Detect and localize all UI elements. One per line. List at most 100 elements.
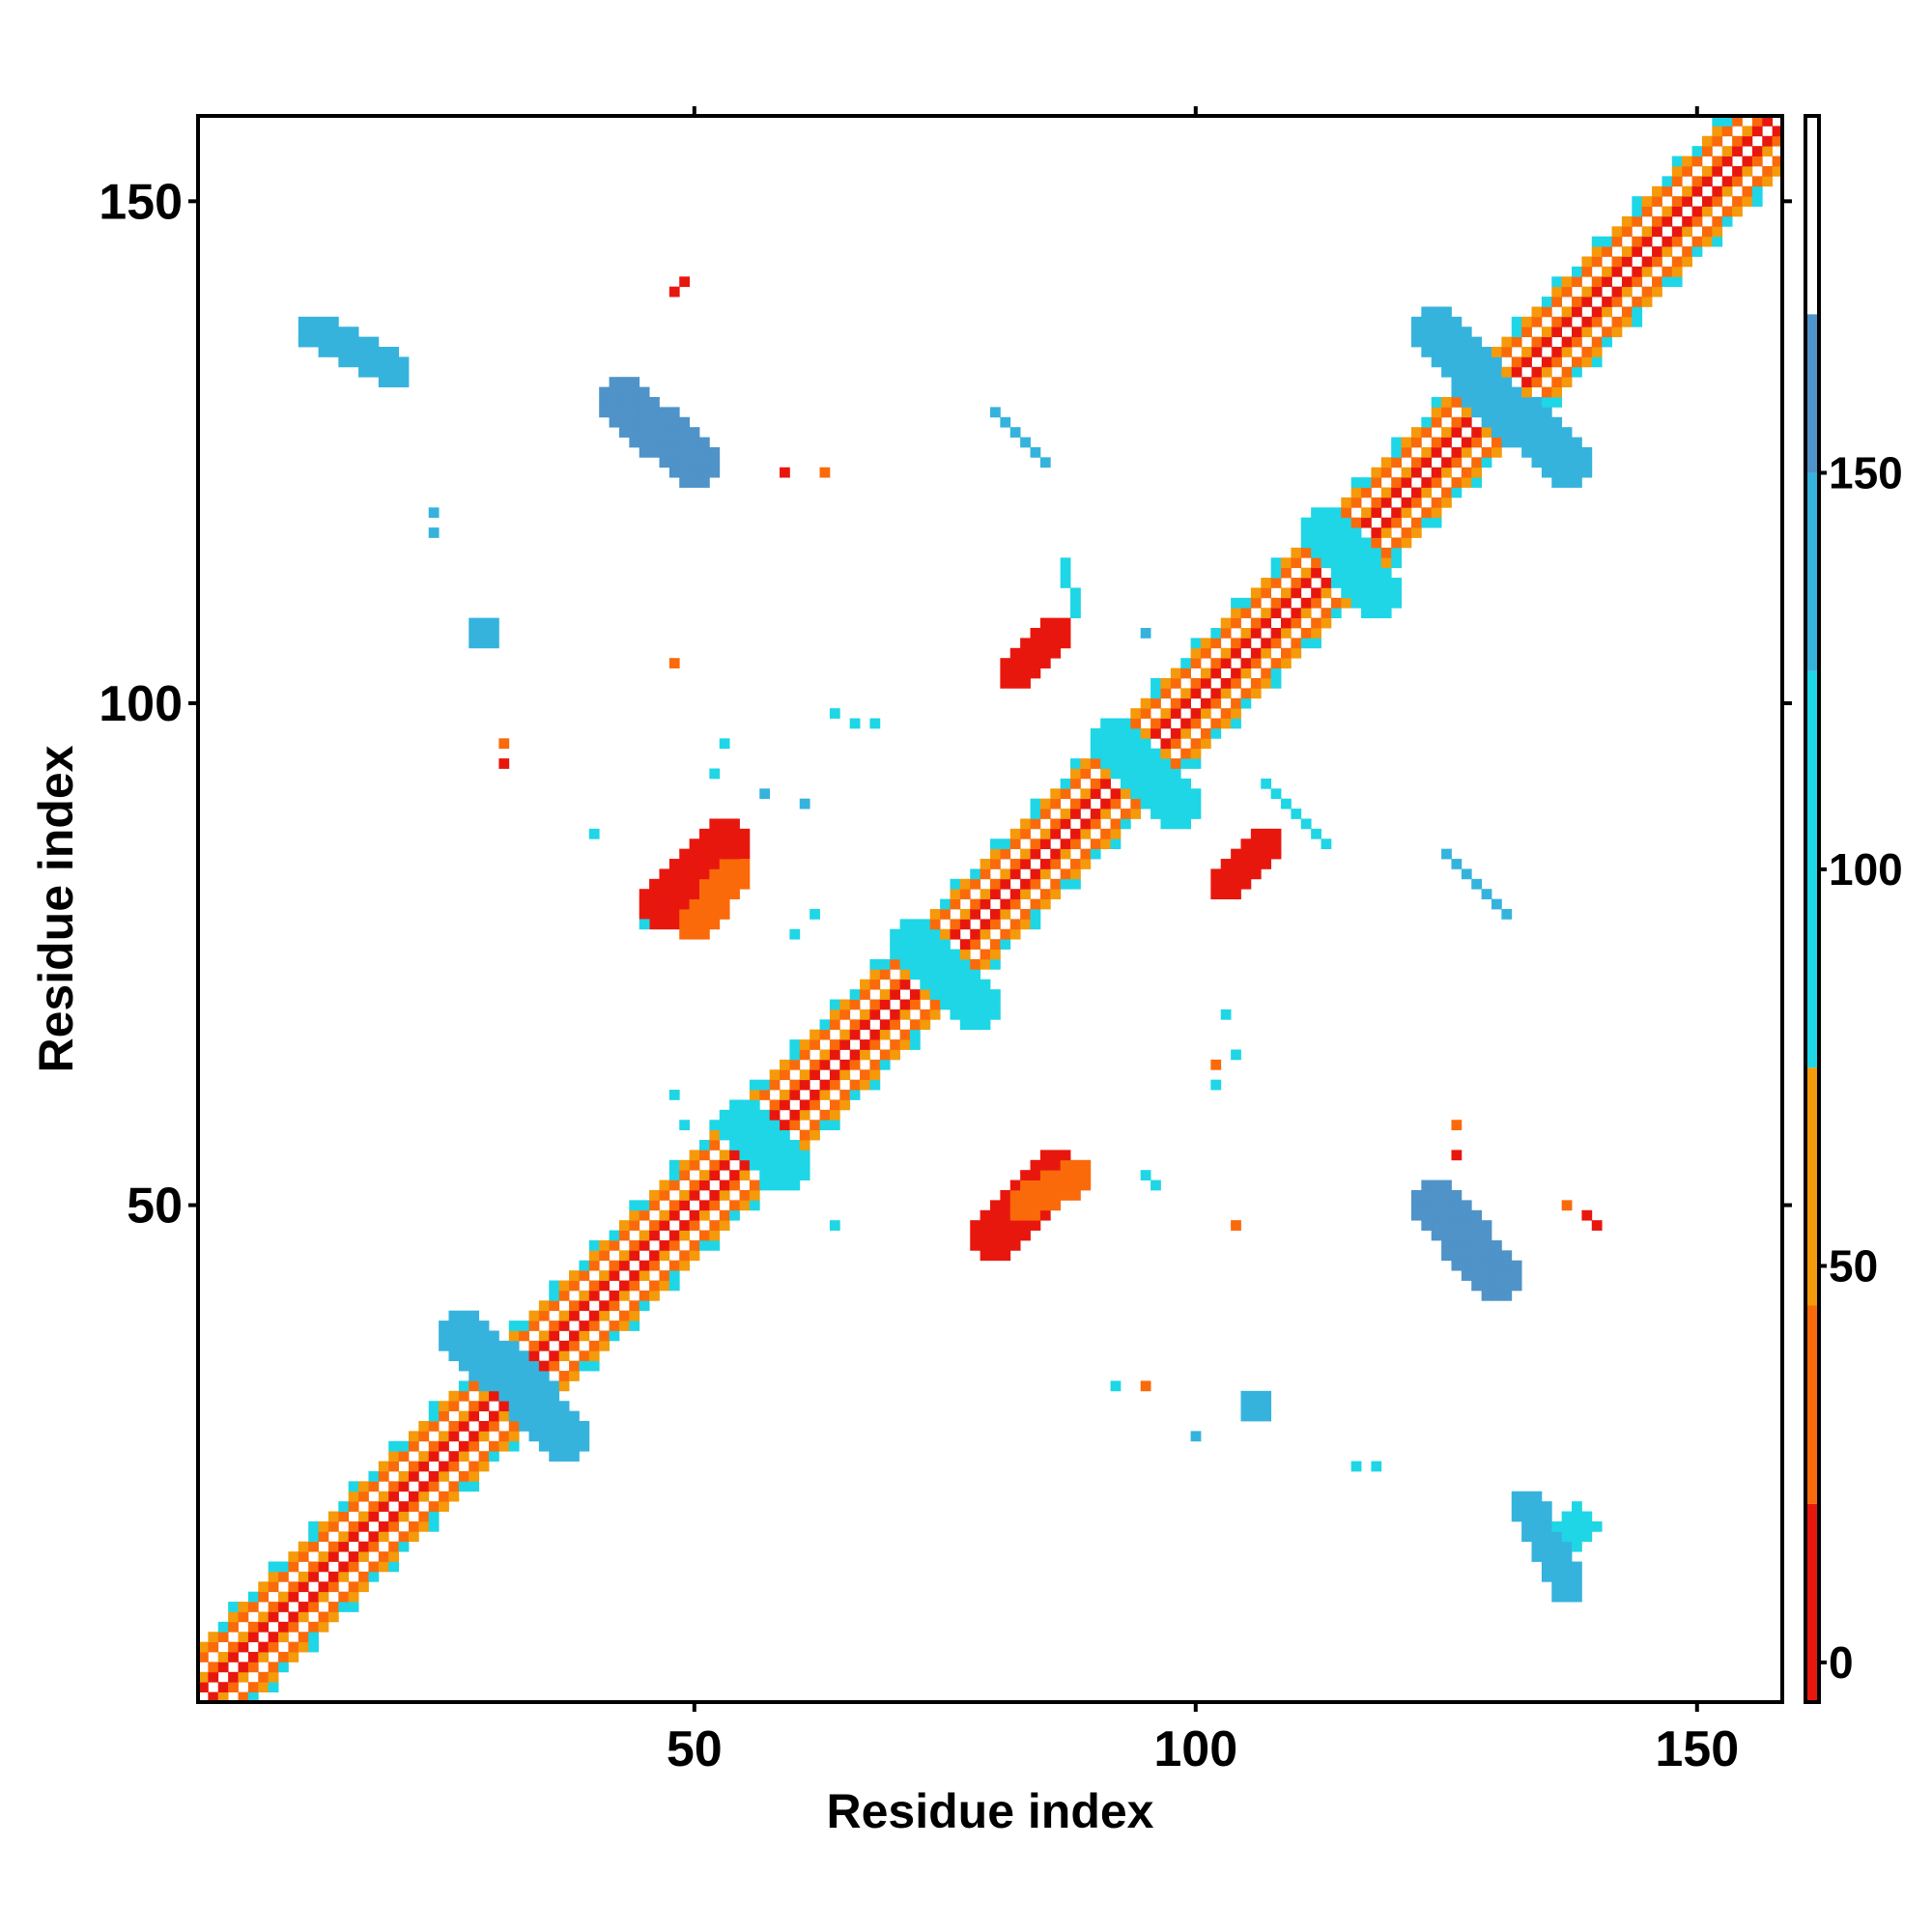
heatmap-cell [668,898,680,910]
heatmap-cell [950,949,961,960]
heatmap-cell [1291,557,1302,569]
heatmap-cell [1461,396,1472,408]
heatmap-cell [990,1209,1001,1221]
heatmap-cell [1240,859,1252,869]
heatmap-cell [639,446,650,458]
heatmap-cell [1421,507,1433,519]
heatmap-cell [1220,708,1232,719]
heatmap-cell [1160,809,1172,819]
heatmap-cell [1200,647,1211,659]
heatmap-cell [659,1239,670,1251]
heatmap-cell [489,1360,499,1372]
heatmap-cell [1632,316,1643,327]
heatmap-cell [899,1039,911,1050]
heatmap-cell [1521,446,1532,458]
heatmap-cell [1190,738,1202,750]
heatmap-cell [1160,688,1172,699]
heatmap-cell [1772,135,1783,147]
heatmap-cell [709,889,721,900]
heatmap-cell [1190,718,1202,729]
heatmap-cell [308,1602,319,1612]
heatmap-cell [1572,1571,1582,1582]
heatmap-cell [579,1431,590,1442]
heatmap-cell [639,1270,650,1281]
heatmap-cell [1521,407,1532,418]
heatmap-cell [1461,1200,1472,1211]
heatmap-cell [478,1401,490,1412]
heatmap-cell [1261,848,1272,860]
heatmap-cell [478,1431,490,1442]
heatmap-cell [1511,1501,1522,1512]
heatmap-cell [719,1179,730,1191]
heatmap-cell [1009,677,1021,689]
heatmap-cell [1070,878,1081,890]
heatmap-cell [819,1049,831,1061]
heatmap-cell [1461,416,1472,428]
heatmap-cell [689,838,700,850]
heatmap-cell [959,889,971,900]
heatmap-cell [1602,306,1612,318]
heatmap-cell [990,949,1001,960]
heatmap-cell [327,1581,339,1593]
heatmap-cell [498,1410,510,1422]
heatmap-cell [679,909,691,920]
heatmap-cell [1632,206,1643,217]
heatmap-cell [1662,185,1673,197]
heatmap-cell [1380,587,1392,599]
heatmap-cell [1451,1209,1463,1221]
heatmap-cell [198,1641,209,1653]
heatmap-cell [729,818,740,830]
heatmap-cell [1000,838,1011,850]
heatmap-cell [519,1360,529,1372]
heatmap-cell [980,1250,991,1262]
heatmap-cell [629,1300,640,1312]
heatmap-cell [1110,828,1122,839]
heatmap-cell [689,1209,700,1221]
heatmap-cell [689,1179,700,1191]
heatmap-cell [1671,196,1683,207]
heatmap-cell [558,1310,570,1321]
heatmap-cell [649,1200,660,1211]
heatmap-cell [668,889,680,900]
heatmap-cell [1100,768,1111,780]
heatmap-cell [1039,828,1051,839]
heatmap-cell [1401,497,1412,508]
heatmap-cell [338,356,350,368]
heatmap-cell [1140,748,1151,759]
heatmap-cell [1441,1200,1452,1211]
heatmap-cell [1551,1581,1563,1593]
heatmap-cell [1541,306,1552,318]
heatmap-cell [1662,215,1673,227]
heatmap-cell [538,1330,550,1342]
heatmap-cell [327,1571,339,1582]
heatmap-cell [1521,347,1532,357]
heatmap-cell [1632,236,1643,247]
heatmap-cell [1531,306,1543,318]
heatmap-cell [679,928,691,940]
heatmap-cell [1250,859,1262,869]
heatmap-cell [388,1461,399,1472]
heatmap-cell [909,989,921,1000]
heatmap-cell [1572,1581,1582,1593]
heatmap-cell [458,1390,469,1402]
heatmap-cell [599,1300,610,1312]
heatmap-cell [1541,1520,1552,1532]
heatmap-cell [1281,597,1292,609]
heatmap-cell [789,1090,801,1100]
heatmap-cell [1721,185,1733,197]
heatmap-cell [909,1019,921,1031]
heatmap-cell [448,1491,460,1502]
heatmap-cell [1551,386,1563,398]
heatmap-cell [959,939,971,950]
heatmap-cell [719,889,730,900]
heatmap-cell [1350,587,1362,599]
heatmap-cell [729,1120,740,1131]
heatmap-cell [849,1090,861,1100]
heatmap-cell [649,1220,660,1231]
heatmap-cell [508,1401,520,1412]
heatmap-cell [1501,1260,1513,1271]
heatmap-cell [348,1591,359,1603]
heatmap-cell [1751,116,1763,127]
heatmap-cell [1531,1531,1543,1543]
heatmap-cell [1391,578,1402,588]
